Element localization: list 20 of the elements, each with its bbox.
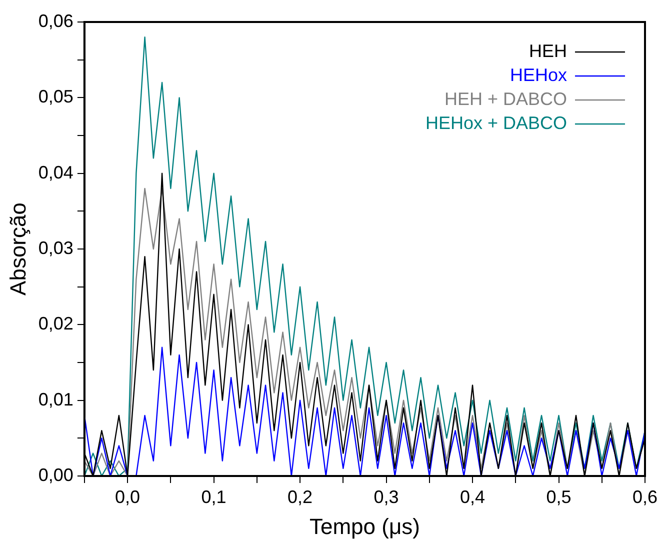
x-tick-label: 0,6	[632, 486, 658, 507]
y-tick-label: 0,02	[38, 314, 74, 334]
legend-label: HEHox	[510, 64, 567, 85]
legend-label: HEH	[528, 40, 567, 61]
y-tick-label: 0,06	[38, 10, 74, 31]
legend-label: HEH + DABCO	[444, 88, 567, 109]
x-tick-label: 0,5	[546, 486, 572, 507]
x-tick-label: 0,2	[288, 486, 313, 507]
y-axis-title: Absorção	[5, 202, 30, 296]
x-axis-title: Tempo (μs)	[309, 514, 420, 539]
y-tick-label: 0,03	[38, 238, 74, 258]
y-tick-label: 0,04	[38, 162, 74, 182]
x-tick-label: 0,3	[374, 486, 399, 507]
y-tick-label: 0,01	[38, 389, 74, 410]
x-tick-label: 0,0	[115, 486, 140, 507]
x-tick-label: 0,1	[201, 486, 226, 507]
y-tick-label: 0,00	[38, 464, 74, 485]
legend-label: HEHox + DABCO	[425, 112, 567, 133]
x-tick-label: 0,4	[460, 486, 486, 507]
y-tick-label: 0,05	[38, 86, 74, 107]
